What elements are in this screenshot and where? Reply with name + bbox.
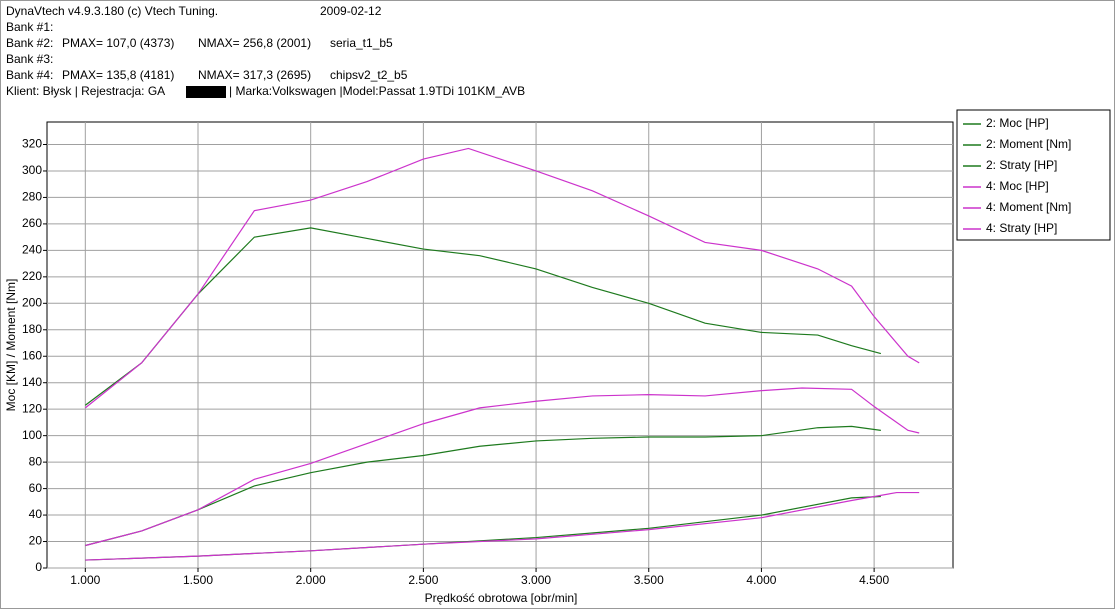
legend-label: 2: Straty [HP] bbox=[986, 158, 1057, 172]
series-line bbox=[85, 425, 881, 547]
legend-label: 4: Moment [Nm] bbox=[986, 200, 1071, 214]
y-tick-label: 100 bbox=[22, 428, 42, 442]
bank-label: Bank #3: bbox=[6, 52, 53, 66]
client: Klient: Błysk | Rejestracja: GA bbox=[6, 84, 165, 98]
redaction bbox=[186, 86, 226, 98]
y-tick-label: 160 bbox=[22, 348, 42, 362]
series-line bbox=[85, 387, 920, 547]
legend-label: 2: Moment [Nm] bbox=[986, 137, 1071, 151]
bank-label: Bank #2: bbox=[6, 36, 53, 50]
date: 2009-02-12 bbox=[320, 4, 382, 18]
y-tick-label: 20 bbox=[29, 534, 43, 548]
y-tick-label: 300 bbox=[22, 163, 42, 177]
series-line bbox=[84, 227, 882, 406]
legend bbox=[956, 109, 1111, 241]
y-tick-label: 40 bbox=[29, 507, 43, 521]
y-tick-label: 60 bbox=[29, 481, 43, 495]
y-tick-label: 320 bbox=[22, 137, 42, 151]
legend-label: 4: Moc [HP] bbox=[986, 179, 1049, 193]
series-line bbox=[84, 147, 920, 409]
y-tick-label: 180 bbox=[22, 322, 42, 336]
series-line bbox=[85, 491, 920, 561]
program: DynaVtech v4.9.3.180 (c) Vtech Tuning. bbox=[6, 4, 218, 18]
bank-pmax: PMAX= 135,8 (4181) bbox=[62, 68, 174, 82]
y-axis-label: Moc [KM] / Moment [Nm] bbox=[4, 279, 18, 412]
x-tick-label: 4.500 bbox=[859, 573, 889, 587]
bank-nmax: NMAX= 317,3 (2695) bbox=[198, 68, 311, 82]
bank-label: Bank #4: bbox=[6, 68, 53, 82]
y-tick-label: 140 bbox=[22, 375, 42, 389]
y-tick-label: 240 bbox=[22, 243, 42, 257]
x-tick-label: 2.000 bbox=[296, 573, 326, 587]
x-tick-label: 4.000 bbox=[746, 573, 776, 587]
y-tick-label: 200 bbox=[22, 295, 42, 309]
y-tick-label: 80 bbox=[29, 454, 43, 468]
bank-name: seria_t1_b5 bbox=[330, 36, 393, 50]
bank-nmax: NMAX= 256,8 (2001) bbox=[198, 36, 311, 50]
x-tick-label: 1.000 bbox=[70, 573, 100, 587]
y-tick-label: 120 bbox=[22, 401, 42, 415]
legend-label: 2: Moc [HP] bbox=[986, 116, 1049, 130]
bank-label: Bank #1: bbox=[6, 20, 53, 34]
x-tick-label: 2.500 bbox=[408, 573, 438, 587]
x-tick-label: 3.500 bbox=[634, 573, 664, 587]
y-tick-label: 0 bbox=[35, 560, 42, 574]
x-tick-label: 1.500 bbox=[183, 573, 213, 587]
bank-pmax: PMAX= 107,0 (4373) bbox=[62, 36, 174, 50]
plot-area bbox=[46, 121, 954, 569]
vehicle: | Marka:Volkswagen |Model:Passat 1.9TDi … bbox=[229, 84, 525, 98]
y-tick-label: 260 bbox=[22, 216, 42, 230]
legend-label: 4: Straty [HP] bbox=[986, 221, 1057, 235]
x-axis-label: Prędkość obrotowa [obr/min] bbox=[425, 591, 578, 605]
bank-name: chipsv2_t2_b5 bbox=[330, 68, 408, 82]
y-tick-label: 220 bbox=[22, 269, 42, 283]
x-tick-label: 3.000 bbox=[521, 573, 551, 587]
y-tick-label: 280 bbox=[22, 190, 42, 204]
